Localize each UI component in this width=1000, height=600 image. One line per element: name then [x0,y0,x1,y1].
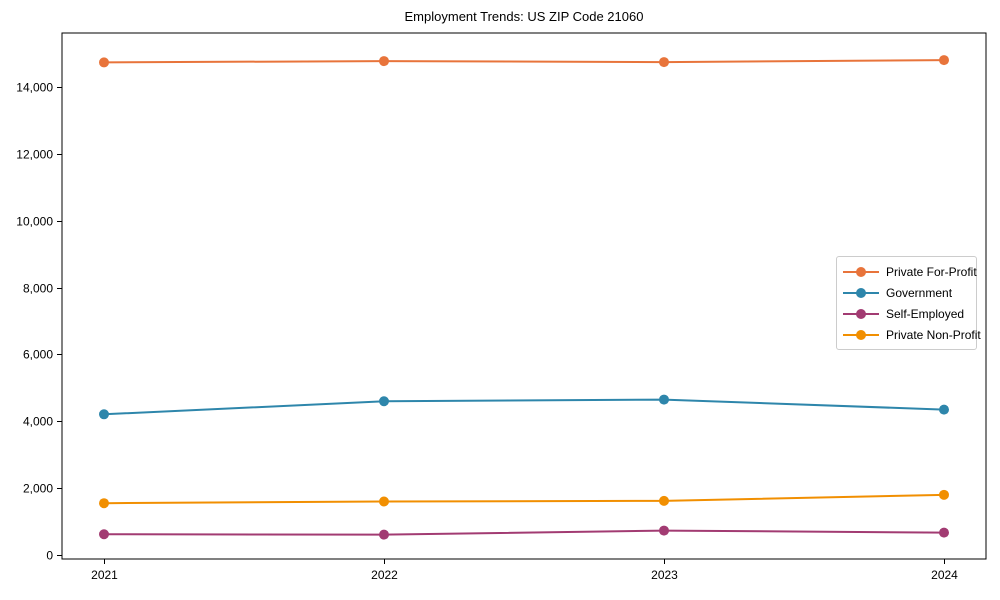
data-point [99,409,109,420]
legend-item: Private Non-Profit [843,324,981,345]
y-tick-label: 0 [46,549,53,563]
legend-label: Private For-Profit [886,264,977,279]
data-point [379,56,389,67]
x-tick-label: 2021 [91,568,118,582]
legend-label: Government [886,285,953,300]
legend-marker-icon [843,266,879,277]
y-tick-label: 10,000 [16,215,53,229]
series-line-private-non-profit [103,493,945,505]
data-point [99,57,109,68]
legend-item: Private For-Profit [843,261,977,282]
data-point [99,498,109,509]
series-line-self-employed [103,529,945,536]
data-point [939,489,949,500]
data-point [99,529,109,540]
y-tick-label: 14,000 [16,81,53,95]
data-point [659,495,669,506]
x-tick-label: 2023 [651,568,678,582]
y-tick-label: 12,000 [16,148,53,162]
series-line-government [103,398,945,416]
data-point [939,527,949,538]
legend-item: Government [843,282,970,303]
chart-title: Employment Trends: US ZIP Code 21060 [404,9,644,24]
legend-label: Self-Employed [886,306,965,321]
data-point [659,394,669,405]
x-tick-label: 2024 [931,568,958,582]
data-point [659,525,669,536]
series-line-private-for-profit [103,59,945,64]
y-tick-label: 4,000 [23,415,53,429]
legend: Private For-Profit Government Self-Employe… [836,256,981,350]
y-tick-label: 2,000 [23,482,53,496]
legend-item: Self-Employed [843,303,970,324]
plot-border [61,32,987,560]
legend-marker-icon [843,308,879,319]
data-point [379,496,389,507]
y-tick-label: 6,000 [23,348,53,362]
legend-marker-icon [843,287,879,298]
y-tick-label: 8,000 [23,282,53,296]
data-point [939,55,949,66]
legend-label: Private Non-Profit [886,327,981,342]
data-point [659,57,669,68]
legend-marker-icon [843,329,879,340]
data-point [379,396,389,407]
x-tick-label: 2022 [371,568,398,582]
data-point [379,529,389,540]
data-point [939,404,949,415]
